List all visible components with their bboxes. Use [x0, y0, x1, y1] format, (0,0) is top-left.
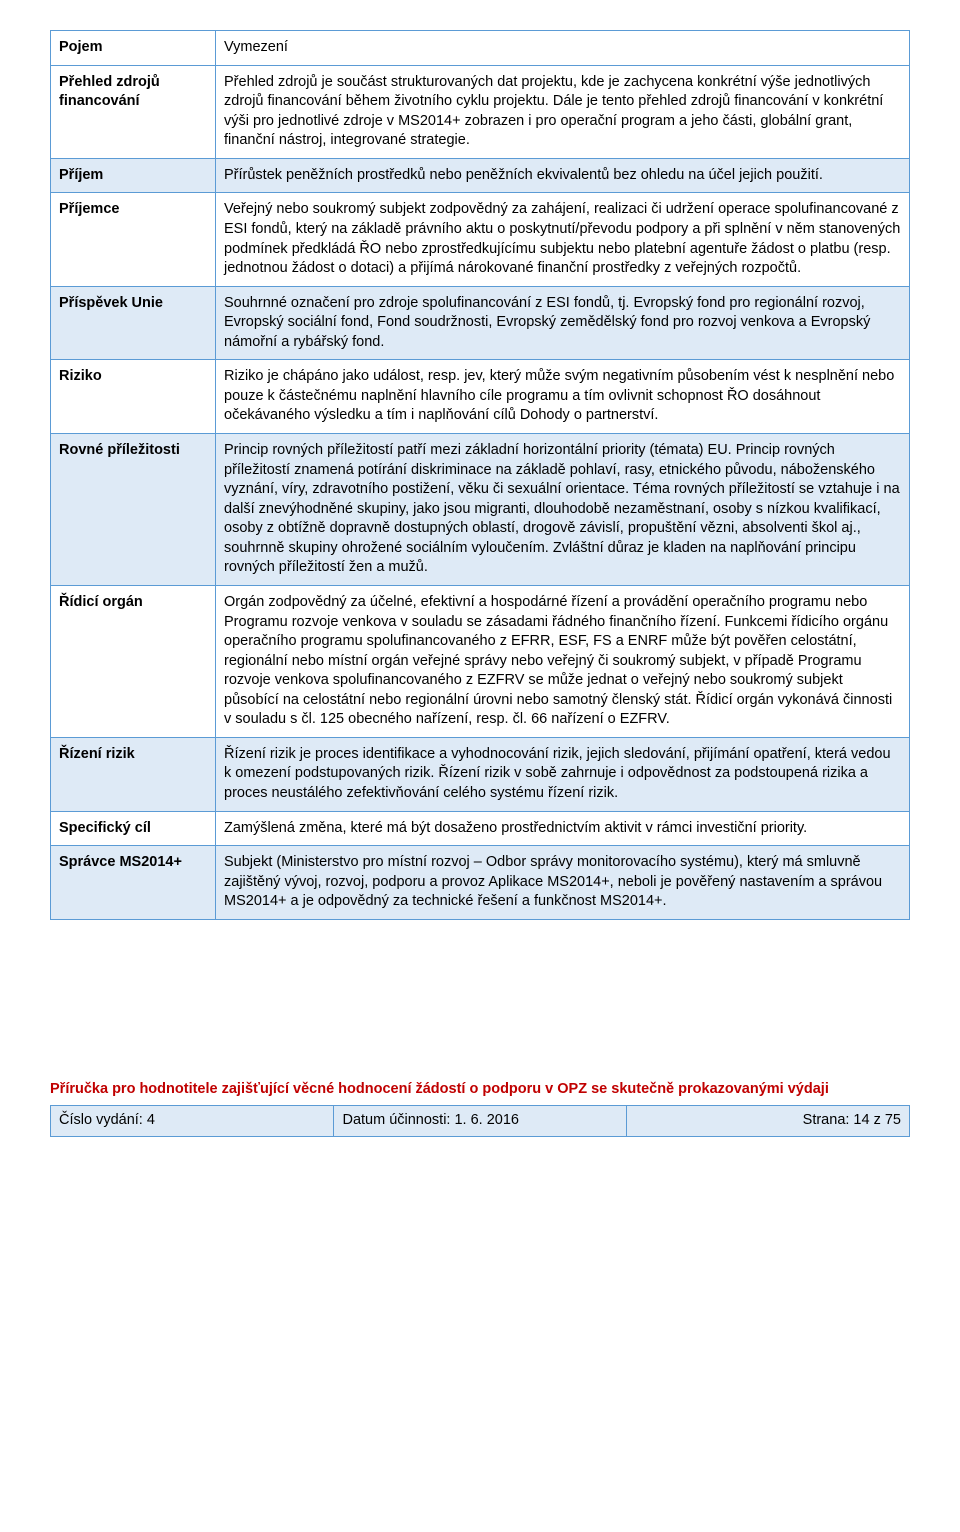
term-cell: Příspěvek Unie: [51, 286, 216, 360]
table-row: Řídicí orgán Orgán zodpovědný za účelné,…: [51, 585, 910, 737]
def-cell: Orgán zodpovědný za účelné, efektivní a …: [216, 585, 910, 737]
def-cell: Veřejný nebo soukromý subjekt zodpovědný…: [216, 193, 910, 286]
def-cell: Princip rovných příležitostí patří mezi …: [216, 434, 910, 586]
term-cell: Řídicí orgán: [51, 585, 216, 737]
def-cell: Subjekt (Ministerstvo pro místní rozvoj …: [216, 846, 910, 920]
term-cell: Příjemce: [51, 193, 216, 286]
term-cell: Přehled zdrojů financování: [51, 65, 216, 158]
def-cell: Souhrnné označení pro zdroje spolufinanc…: [216, 286, 910, 360]
footer-date: Datum účinnosti: 1. 6. 2016: [334, 1106, 626, 1137]
term-cell: Příjem: [51, 158, 216, 193]
def-cell: Riziko je chápáno jako událost, resp. je…: [216, 360, 910, 434]
table-row: Příspěvek Unie Souhrnné označení pro zdr…: [51, 286, 910, 360]
def-cell: Zamýšlená změna, které má být dosaženo p…: [216, 811, 910, 846]
footer-table: Číslo vydání: 4 Datum účinnosti: 1. 6. 2…: [50, 1105, 910, 1137]
table-row: Řízení rizik Řízení rizik je proces iden…: [51, 737, 910, 811]
def-cell: Přírůstek peněžních prostředků nebo peně…: [216, 158, 910, 193]
table-row: Riziko Riziko je chápáno jako událost, r…: [51, 360, 910, 434]
table-header-row: Pojem Vymezení: [51, 31, 910, 66]
footer-page: Strana: 14 z 75: [626, 1106, 909, 1137]
glossary-table: Pojem Vymezení Přehled zdrojů financován…: [50, 30, 910, 920]
term-cell: Riziko: [51, 360, 216, 434]
table-row: Přehled zdrojů financování Přehled zdroj…: [51, 65, 910, 158]
term-cell: Rovné příležitosti: [51, 434, 216, 586]
def-cell: Přehled zdrojů je součást strukturovanýc…: [216, 65, 910, 158]
header-term: Pojem: [51, 31, 216, 66]
page-footer: Příručka pro hodnotitele zajišťující věc…: [50, 1080, 910, 1137]
term-cell: Řízení rizik: [51, 737, 216, 811]
footer-title: Příručka pro hodnotitele zajišťující věc…: [50, 1080, 910, 1100]
table-row: Příjem Přírůstek peněžních prostředků ne…: [51, 158, 910, 193]
def-cell: Řízení rizik je proces identifikace a vy…: [216, 737, 910, 811]
table-row: Příjemce Veřejný nebo soukromý subjekt z…: [51, 193, 910, 286]
term-cell: Specifický cíl: [51, 811, 216, 846]
header-def: Vymezení: [216, 31, 910, 66]
term-cell: Správce MS2014+: [51, 846, 216, 920]
footer-issue: Číslo vydání: 4: [51, 1106, 334, 1137]
table-row: Specifický cíl Zamýšlená změna, které má…: [51, 811, 910, 846]
table-row: Správce MS2014+ Subjekt (Ministerstvo pr…: [51, 846, 910, 920]
table-row: Rovné příležitosti Princip rovných příle…: [51, 434, 910, 586]
